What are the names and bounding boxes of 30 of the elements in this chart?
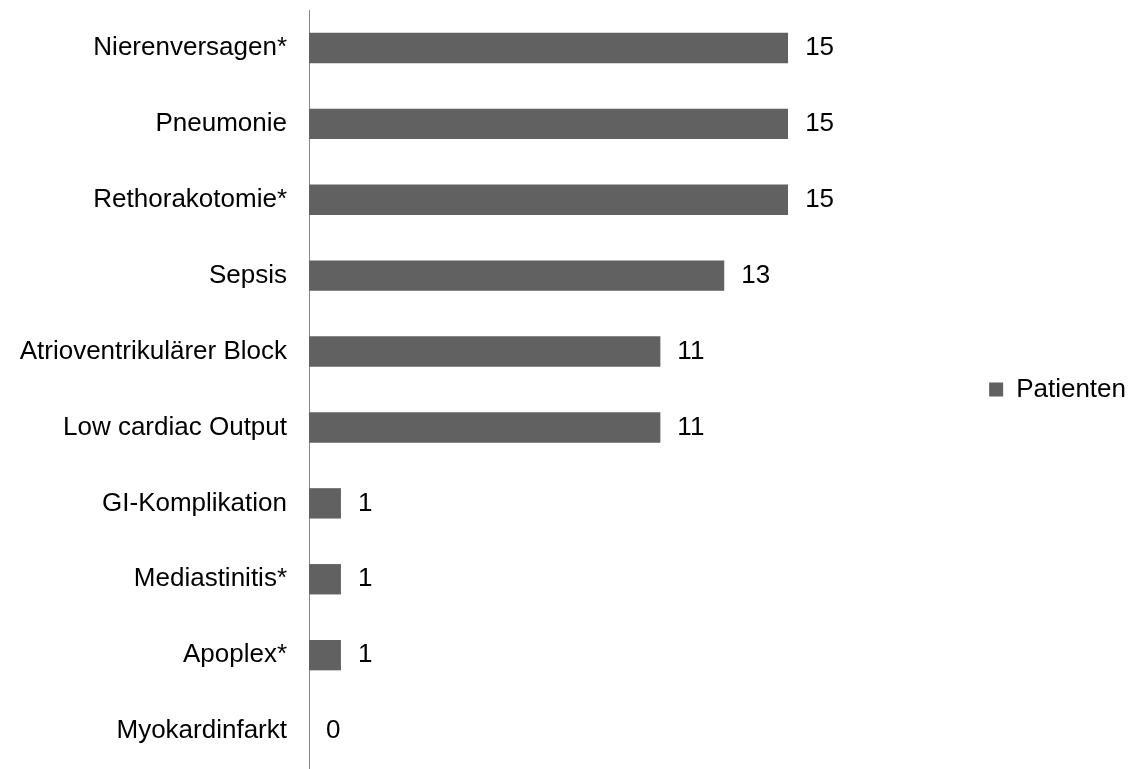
data-label: 15 — [805, 182, 835, 213]
bar — [309, 412, 661, 443]
data-label: 11 — [677, 410, 705, 441]
bar — [309, 336, 661, 367]
bar — [309, 488, 341, 519]
data-label: 1 — [357, 638, 373, 669]
y-tick-label: GI-Komplikation — [102, 486, 287, 517]
data-label: 1 — [357, 562, 373, 593]
y-tick-label: Low cardiac Output — [62, 410, 288, 441]
data-label: 13 — [741, 258, 771, 289]
data-label: 11 — [677, 334, 705, 365]
y-tick-label: Sepsis — [208, 258, 287, 289]
bar — [309, 260, 725, 291]
bar — [309, 564, 341, 595]
y-tick-label: Atrioventrikulärer Block — [19, 334, 288, 365]
data-label: 1 — [357, 486, 373, 517]
bar — [309, 108, 789, 140]
y-tick-label: Rethorakotomie* — [93, 182, 287, 213]
y-tick-label: Apoplex* — [182, 638, 287, 669]
bar — [309, 184, 789, 215]
bar — [309, 639, 341, 671]
y-tick-label: Mediastinitis* — [133, 562, 287, 593]
legend-label: Patienten — [1016, 372, 1127, 403]
y-tick-label: Nierenversagen* — [93, 31, 287, 62]
data-label: 15 — [805, 107, 835, 138]
data-label: 0 — [326, 714, 341, 745]
bar — [309, 32, 789, 64]
y-tick-label: Myokardinfarkt — [116, 714, 288, 745]
y-tick-label: Pneumonie — [155, 107, 287, 138]
data-label: 15 — [805, 31, 835, 62]
